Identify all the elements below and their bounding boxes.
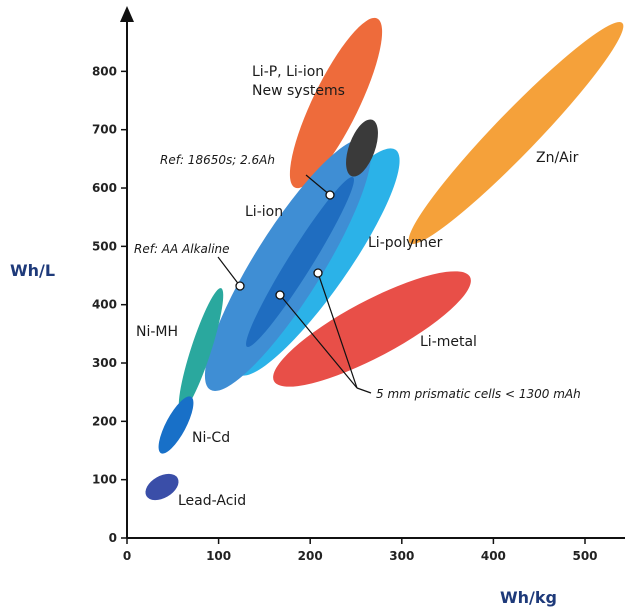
- label-li-polymer: Li-polymer: [368, 235, 443, 251]
- prismatic-label: 5 mm prismatic cells < 1300 mAh: [376, 387, 581, 401]
- x-tick-label-400: 400: [481, 549, 506, 563]
- y-axis-arrow-icon: [120, 6, 134, 22]
- y-axis-title: Wh/L: [10, 261, 55, 280]
- y-tick-label-100: 100: [92, 473, 117, 487]
- label-lead-acid: Lead-Acid: [178, 493, 246, 509]
- label-zn-air: Zn/Air: [536, 150, 579, 166]
- y-tick-label-500: 500: [92, 239, 117, 253]
- label-ni-cd: Ni-Cd: [192, 430, 230, 446]
- y-tick-label-700: 700: [92, 123, 117, 137]
- y-tick-label-800: 800: [92, 64, 117, 78]
- x-tick-label-0: 0: [123, 549, 131, 563]
- axes: 0 100 200 300 400 500 0 100 200 300 400 500 600 700 8…: [10, 6, 625, 607]
- prismatic-leader-line-3: [356, 387, 372, 394]
- x-tick-label-200: 200: [298, 549, 323, 563]
- ref-18650-label: Ref: 18650s; 2.6Ah: [160, 153, 275, 167]
- region-zn-air: [408, 21, 624, 245]
- label-li-p-new-systems-line-1: Li-P, Li-ion: [252, 64, 324, 80]
- x-axis-title: Wh/kg: [500, 588, 557, 607]
- ref-aa-marker: [235, 281, 245, 291]
- region-labels: Li-P, Li-ion New systems Zn/Air Li-ion L…: [136, 64, 579, 509]
- region-ref-18650-cluster: [346, 119, 378, 177]
- x-ticks: 0 100 200 300 400 500: [123, 538, 598, 563]
- x-tick-label-500: 500: [572, 549, 597, 563]
- prismatic-leader-line-2: [317, 272, 358, 389]
- y-tick-label-600: 600: [92, 181, 117, 195]
- prismatic-marker-2: [313, 268, 323, 278]
- y-tick-label-200: 200: [92, 414, 117, 428]
- region-li-overlap: [246, 176, 354, 348]
- ref-18650-leader-line: [305, 174, 331, 196]
- prismatic-leader-line-1: [279, 294, 358, 389]
- ref-18650-marker: [325, 190, 335, 200]
- x-tick-label-100: 100: [206, 549, 231, 563]
- label-li-metal: Li-metal: [420, 334, 477, 350]
- region-ni-cd: [158, 396, 194, 454]
- y-ticks: 0 100 200 300 400 500 600 700 800: [92, 64, 127, 545]
- label-ni-mh: Ni-MH: [136, 324, 178, 340]
- label-li-p-new-systems-line-2: New systems: [252, 83, 345, 99]
- label-li-ion: Li-ion: [245, 204, 283, 220]
- y-tick-label-400: 400: [92, 298, 117, 312]
- ref-aa-leader-line: [217, 256, 241, 287]
- ref-aa-label: Ref: AA Alkaline: [134, 242, 230, 256]
- y-tick-label-0: 0: [109, 531, 117, 545]
- region-li-metal: [273, 271, 471, 387]
- prismatic-marker-1: [275, 290, 285, 300]
- region-lead-acid: [145, 473, 179, 501]
- x-tick-label-300: 300: [389, 549, 414, 563]
- regions-layer: [145, 17, 624, 501]
- region-li-p-new-systems: [289, 17, 383, 189]
- region-ni-mh: [178, 288, 224, 412]
- y-tick-label-300: 300: [92, 356, 117, 370]
- annotations-layer: Ref: 18650s; 2.6Ah Ref: AA Alkaline 5 mm…: [134, 153, 581, 401]
